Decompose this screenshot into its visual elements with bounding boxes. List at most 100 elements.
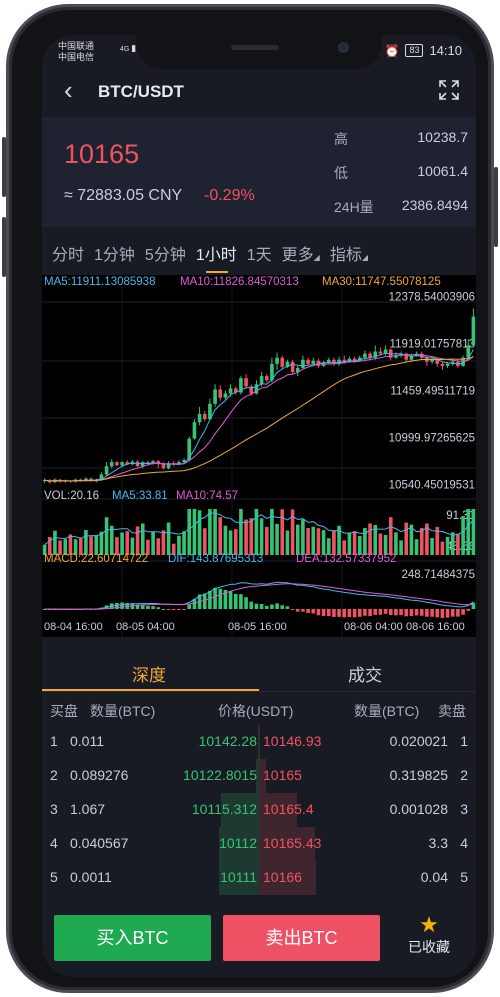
macd-bar [342, 609, 347, 618]
fullscreen-icon[interactable] [438, 79, 460, 101]
candle-body [115, 462, 119, 466]
volume-bar [187, 509, 192, 555]
macd-bar [249, 601, 254, 609]
candle-body [461, 357, 465, 366]
macd-bar [140, 605, 145, 609]
candle-body [466, 345, 471, 358]
volume-bar [285, 530, 290, 555]
macd-bar [440, 609, 445, 618]
macd-bar [430, 609, 434, 617]
tab-1hour[interactable]: 1小时 [186, 231, 237, 273]
macd-bar [450, 609, 455, 617]
tab-depth[interactable]: 深度 [132, 666, 166, 685]
volume-bar [58, 540, 62, 555]
volume-bar [471, 509, 476, 555]
candle-body [161, 464, 166, 469]
macd-bar [404, 609, 409, 617]
bid-price: 10142.28 [198, 733, 257, 749]
bid-depth-bar [220, 793, 259, 827]
volume-bar [218, 517, 223, 555]
volume-bar [461, 516, 465, 555]
volume-bar [208, 509, 212, 555]
page-title: BTC/USDT [98, 82, 184, 101]
candle-body [192, 422, 197, 439]
bid-index: 3 [50, 801, 58, 817]
tab-timeshare[interactable]: 分时 [52, 247, 85, 264]
kline-chart[interactable]: MA5:11911.13085938 MA10:11826.84570313 MA3… [42, 275, 476, 637]
candle-body [228, 388, 233, 394]
macd-bar [409, 609, 414, 617]
volume-bar [109, 525, 114, 555]
ask-depth-bar [259, 861, 317, 895]
favorite-button[interactable]: ★ 已收藏 [394, 913, 464, 957]
tab-more[interactable]: 更多◢ [272, 231, 320, 271]
volume-bar [388, 517, 393, 555]
macd-bar [388, 609, 393, 616]
volume-bar [352, 531, 357, 555]
volume-bar [244, 519, 248, 555]
candle-body [440, 363, 445, 366]
macd-bar [161, 608, 166, 610]
volume-bar [399, 540, 403, 555]
macd-bar [306, 609, 310, 613]
bid-index: 5 [50, 869, 58, 885]
macd-bar [466, 609, 471, 611]
volume-bar [156, 538, 161, 555]
macd-bar [326, 609, 331, 616]
orderbook-row[interactable]: 1 0.011 10142.28 10146.93 0.020021 1 [42, 725, 476, 759]
tab-1min[interactable]: 1分钟 [94, 247, 135, 264]
orderbook-row[interactable]: 4 0.040567 10112 10165.43 3.3 4 [42, 827, 476, 861]
candle-body [264, 376, 269, 381]
macd-bar [42, 609, 47, 610]
buy-button[interactable]: 买入BTC [54, 915, 211, 961]
macd-bar [239, 594, 243, 609]
volume-bar [197, 510, 202, 555]
candle-body [42, 480, 47, 482]
volume-bar [135, 526, 140, 555]
volume-bar [270, 509, 274, 555]
volume-bar [202, 528, 207, 555]
volume-bar [146, 539, 150, 555]
phone-side-button [2, 137, 6, 197]
volume-bar [425, 523, 429, 555]
bid-index: 4 [50, 835, 58, 851]
candle-body [275, 357, 279, 364]
volume-bar [275, 523, 279, 555]
sell-button[interactable]: 卖出BTC [223, 915, 380, 961]
orderbook-row[interactable]: 2 0.089276 10122.8015 10165 0.319825 2 [42, 759, 476, 793]
volume-bar [301, 519, 305, 555]
volume-bar [68, 534, 73, 555]
ask-quantity: 0.319825 [389, 767, 448, 783]
tab-indicators[interactable]: 指标◢ [320, 231, 368, 271]
price-change: -0.29% [204, 187, 255, 204]
back-icon[interactable]: ‹ [64, 75, 73, 105]
tab-trades[interactable]: 成交 [348, 666, 382, 685]
volume-bar [264, 526, 269, 555]
macd-bar [373, 609, 378, 615]
macd-legend: MACD:22.60714722 [44, 553, 148, 565]
macd-bar [259, 604, 264, 609]
tab-1day[interactable]: 1天 [246, 247, 272, 264]
signal-1: 4G [120, 46, 130, 53]
signal-bars-icon: ▮ [131, 43, 137, 53]
macd-bar [177, 609, 181, 610]
volume-bar [466, 509, 471, 555]
orderbook-row[interactable]: 3 1.067 10115.312 10165.4 0.001028 3 [42, 793, 476, 827]
ma-legend: MA5:11911.13085938 [44, 276, 155, 288]
tab-5min[interactable]: 5分钟 [144, 247, 186, 264]
macd-bar [213, 587, 217, 609]
volume-bar [363, 528, 367, 555]
volume-bar [435, 526, 440, 555]
orderbook-row[interactable]: 5 0.0011 10111 10166 0.04 5 [42, 861, 476, 895]
volume-bar [73, 539, 78, 555]
col-buy: 买盘 [50, 703, 78, 719]
volume-bar [78, 537, 83, 555]
volume-bar [192, 509, 197, 555]
bid-price: 10111 [220, 869, 257, 885]
macd-bar [456, 609, 460, 617]
volume-bar [249, 518, 254, 555]
volume-bar [445, 536, 450, 555]
phone-power-button [494, 167, 498, 247]
volume-bar [404, 522, 409, 555]
volume-bar [233, 529, 238, 555]
